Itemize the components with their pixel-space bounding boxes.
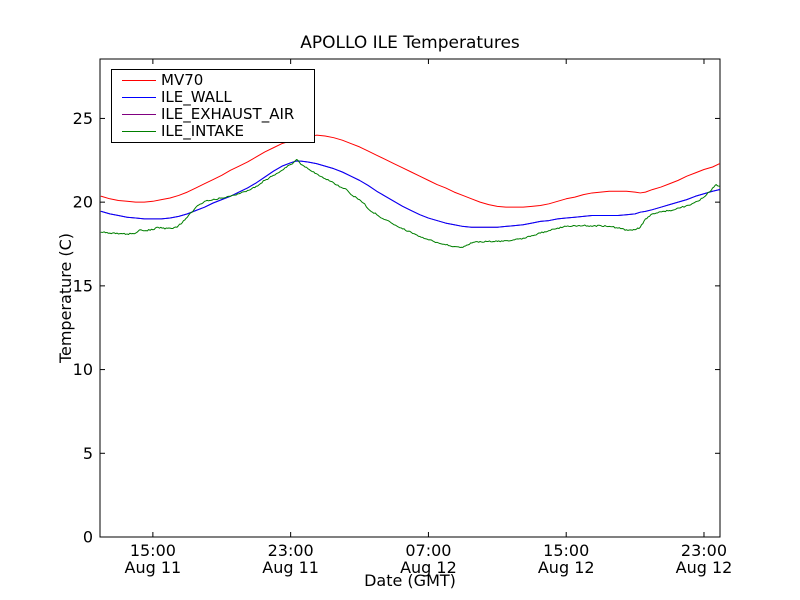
series-line-mv70 bbox=[100, 134, 720, 208]
legend-label: ILE_WALL bbox=[161, 88, 232, 106]
legend-label: ILE_INTAKE bbox=[161, 122, 244, 140]
legend: MV70 ILE_WALL ILE_EXHAUST_AIR ILE_INTAKE bbox=[111, 69, 315, 143]
legend-line-swatch bbox=[122, 80, 156, 81]
series-line-ile_wall bbox=[100, 160, 720, 228]
x-tick-label: 23:00 bbox=[268, 541, 314, 560]
legend-line-swatch bbox=[122, 131, 156, 132]
y-tick-label: 20 bbox=[73, 193, 93, 212]
x-tick-label: 15:00 bbox=[130, 541, 176, 560]
plot-frame bbox=[99, 58, 721, 538]
legend-label: MV70 bbox=[161, 71, 204, 89]
y-tick-label: 25 bbox=[73, 109, 93, 128]
legend-item-ile_wall: ILE_WALL bbox=[112, 89, 314, 106]
y-tick-label: 10 bbox=[73, 360, 93, 379]
x-tick-label: Aug 11 bbox=[262, 558, 319, 577]
x-tick-label: Aug 12 bbox=[400, 558, 457, 577]
x-axis-label: Date (GMT) bbox=[364, 571, 456, 590]
legend-item-ile_exhaust_air: ILE_EXHAUST_AIR bbox=[112, 106, 314, 123]
x-tick-label: 15:00 bbox=[543, 541, 589, 560]
x-tick-label: Aug 12 bbox=[538, 558, 595, 577]
legend-line-swatch bbox=[122, 114, 156, 115]
y-tick-label: 15 bbox=[73, 276, 93, 295]
x-tick-label: 07:00 bbox=[405, 541, 451, 560]
legend-line-swatch bbox=[122, 97, 156, 98]
x-tick-label: Aug 11 bbox=[125, 558, 182, 577]
legend-item-ile_intake: ILE_INTAKE bbox=[112, 123, 314, 140]
x-tick-label: 23:00 bbox=[681, 541, 727, 560]
chart-title: APOLLO ILE Temperatures bbox=[300, 33, 520, 53]
legend-item-mv70: MV70 bbox=[112, 72, 314, 89]
data-series bbox=[100, 134, 720, 248]
y-tick-label: 5 bbox=[83, 444, 93, 463]
x-tick-label: Aug 12 bbox=[676, 558, 733, 577]
y-axis-label: Temperature (C) bbox=[56, 233, 75, 364]
legend-label: ILE_EXHAUST_AIR bbox=[161, 105, 295, 123]
y-tick-label: 0 bbox=[83, 528, 93, 547]
series-line-ile_intake bbox=[100, 158, 720, 248]
